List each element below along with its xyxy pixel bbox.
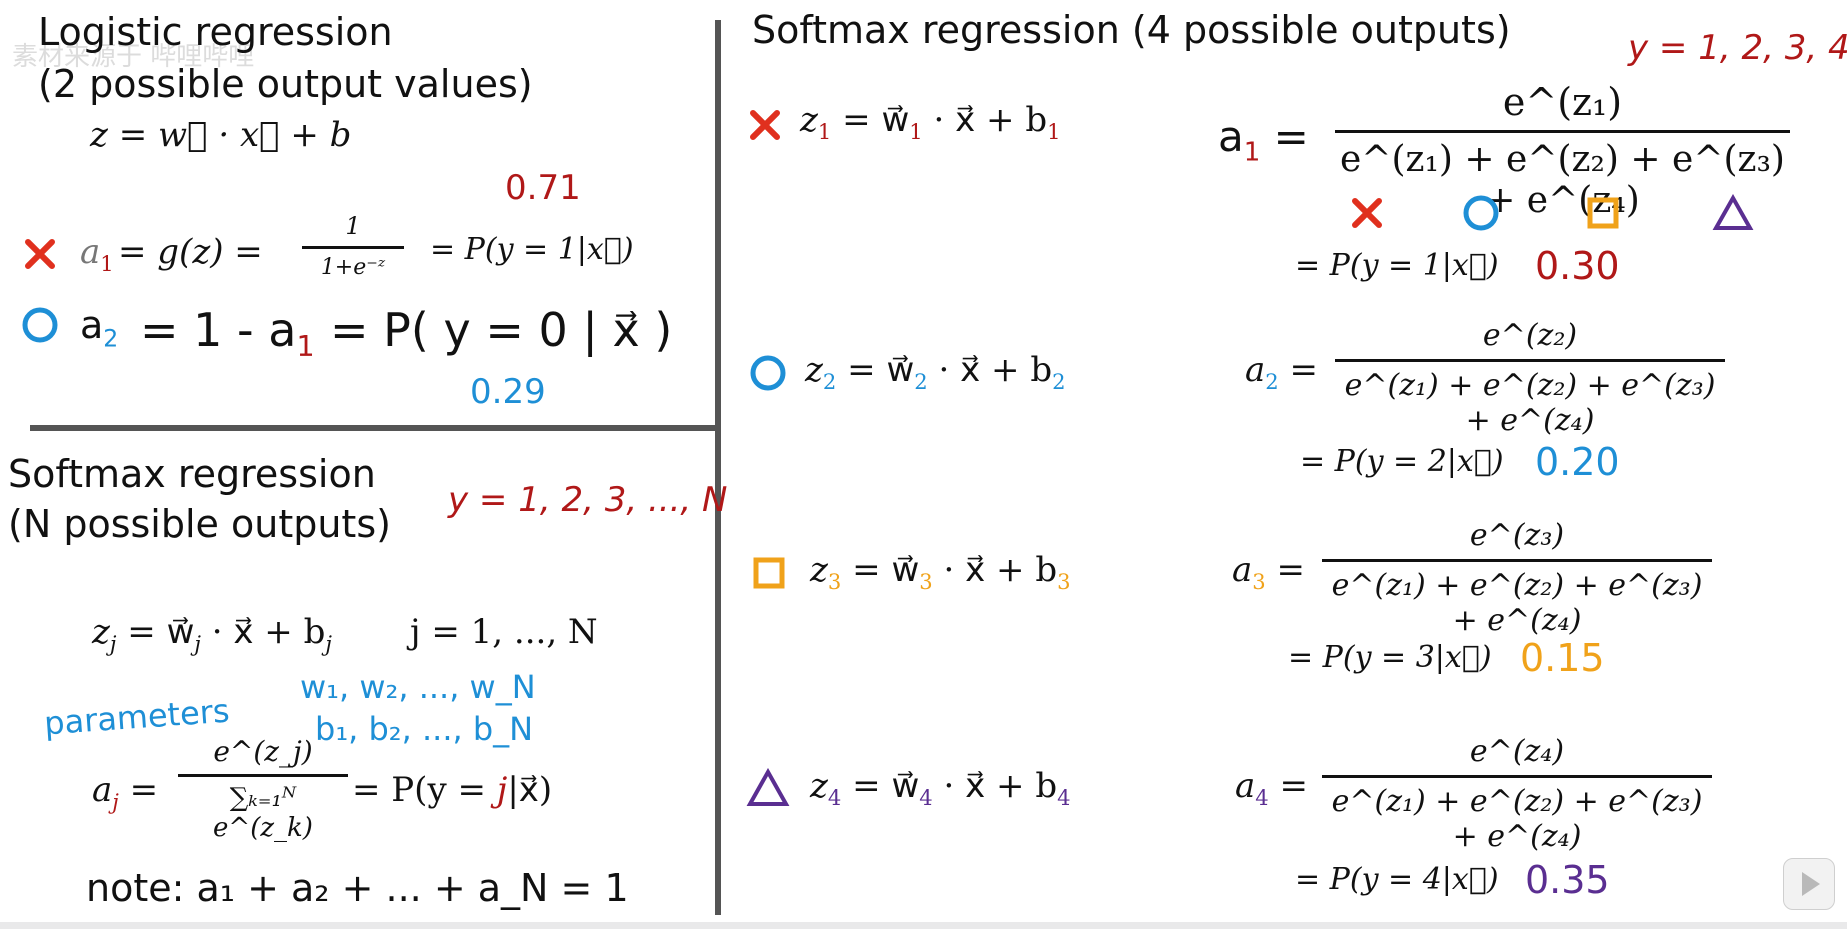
softmax-n-y-range: y = 1, 2, 3, ..., N [448,480,728,520]
softmax-n-title-line2: (N possible outputs) [8,502,391,546]
vertical-divider [715,20,721,915]
softmax-aj-probability: = P(y = j|x⃗) [352,770,553,810]
logistic-z-equation: z = w⃗ · x⃗ + b [90,115,352,155]
row1-a-label: a1 = [1218,112,1309,168]
row3-probability: = P(y = 3|x⃗) [1288,640,1492,675]
logistic-a1-mid: = g(z) = [118,232,263,272]
row4-z-equation: z4 = w⃗4 · x⃗ + b4 [810,766,1071,810]
logistic-a1-label: a1 [80,232,114,276]
logistic-sigmoid-fraction: 1 1+e⁻ᶻ [302,212,404,280]
row2-z-equation: z2 = w⃗2 · x⃗ + b2 [805,350,1066,394]
watermark-text: 素材来源于 哔哩哔哩 [12,42,255,72]
horizontal-divider [30,425,718,431]
logistic-title-line1: Logistic regression [38,10,393,54]
row2-a-label: a2 = [1245,350,1318,394]
row2-probability-value: 0.20 [1535,440,1620,484]
softmax-j-range: j = 1, ..., N [410,612,598,652]
row1-probability-value: 0.30 [1535,244,1620,288]
softmax-4-title: Softmax regression (4 possible outputs) [752,8,1511,52]
legend-triangle-icon [1712,194,1754,230]
play-icon [1802,872,1820,896]
row2-softmax-fraction: e^(z₂) e^(z₁) + e^(z₂) + e^(z₃) + e^(z₄) [1335,318,1725,438]
softmax-n-title-line1: Softmax regression [8,452,376,496]
softmax-aj-fraction: e^(z_j) ∑ₖ₌₁ᴺ e^(z_k) [178,735,348,843]
logistic-a1-value: 0.71 [505,168,581,208]
row1-z-equation: z1 = w⃗1 · x⃗ + b1 [800,100,1061,144]
row4-softmax-fraction: e^(z₄) e^(z₁) + e^(z₂) + e^(z₃) + e^(z₄) [1322,734,1712,854]
square-icon [753,557,785,589]
play-button[interactable] [1783,858,1835,910]
row1-probability: = P(y = 1|x⃗) [1295,248,1499,283]
softmax-note: note: a₁ + a₂ + ... + a_N = 1 [86,866,629,910]
row4-a-label: a4 = [1235,766,1308,810]
row3-probability-value: 0.15 [1520,636,1605,680]
row3-z-equation: z3 = w⃗3 · x⃗ + b3 [810,550,1071,594]
row4-probability: = P(y = 4|x⃗) [1295,862,1499,897]
logistic-a2-label: a2 [80,303,119,353]
parameters-b-list: b₁, b₂, ..., b_N [315,710,534,748]
softmax-aj-label: aj = [92,770,159,814]
logistic-a2-probability: = P( y = 0 | x⃗ ) [330,303,673,357]
row3-softmax-fraction: e^(z₃) e^(z₁) + e^(z₂) + e^(z₃) + e^(z₄) [1322,518,1712,638]
logistic-title-line2: (2 possible output values) [38,62,533,106]
row3-a-label: a3 = [1232,550,1305,594]
legend-circle-icon [1463,195,1499,231]
row1-softmax-fraction: e^(z₁) e^(z₁) + e^(z₂) + e^(z₃) + e^(z₄) [1335,80,1790,221]
legend-square-icon [1587,197,1619,229]
legend-cross-icon [1352,198,1382,228]
cross-icon [25,239,55,269]
parameters-w-list: w₁, w₂, ..., w_N [300,668,536,706]
logistic-a2-value: 0.29 [470,372,546,412]
row2-probability: = P(y = 2|x⃗) [1300,444,1504,479]
circle-icon [750,355,786,391]
circle-icon [22,307,58,343]
triangle-icon [746,768,790,806]
softmax-4-y-range: y = 1, 2, 3, 4 [1628,28,1847,68]
logistic-a1-probability: = P(y = 1|x⃗) [430,232,634,267]
logistic-a2-mid: = 1 - a1 [140,303,315,364]
row4-probability-value: 0.35 [1525,858,1610,902]
video-progress-strip[interactable] [0,922,1847,929]
softmax-zj-equation: zj = w⃗j · x⃗ + bj [92,612,332,656]
cross-icon [750,110,780,140]
